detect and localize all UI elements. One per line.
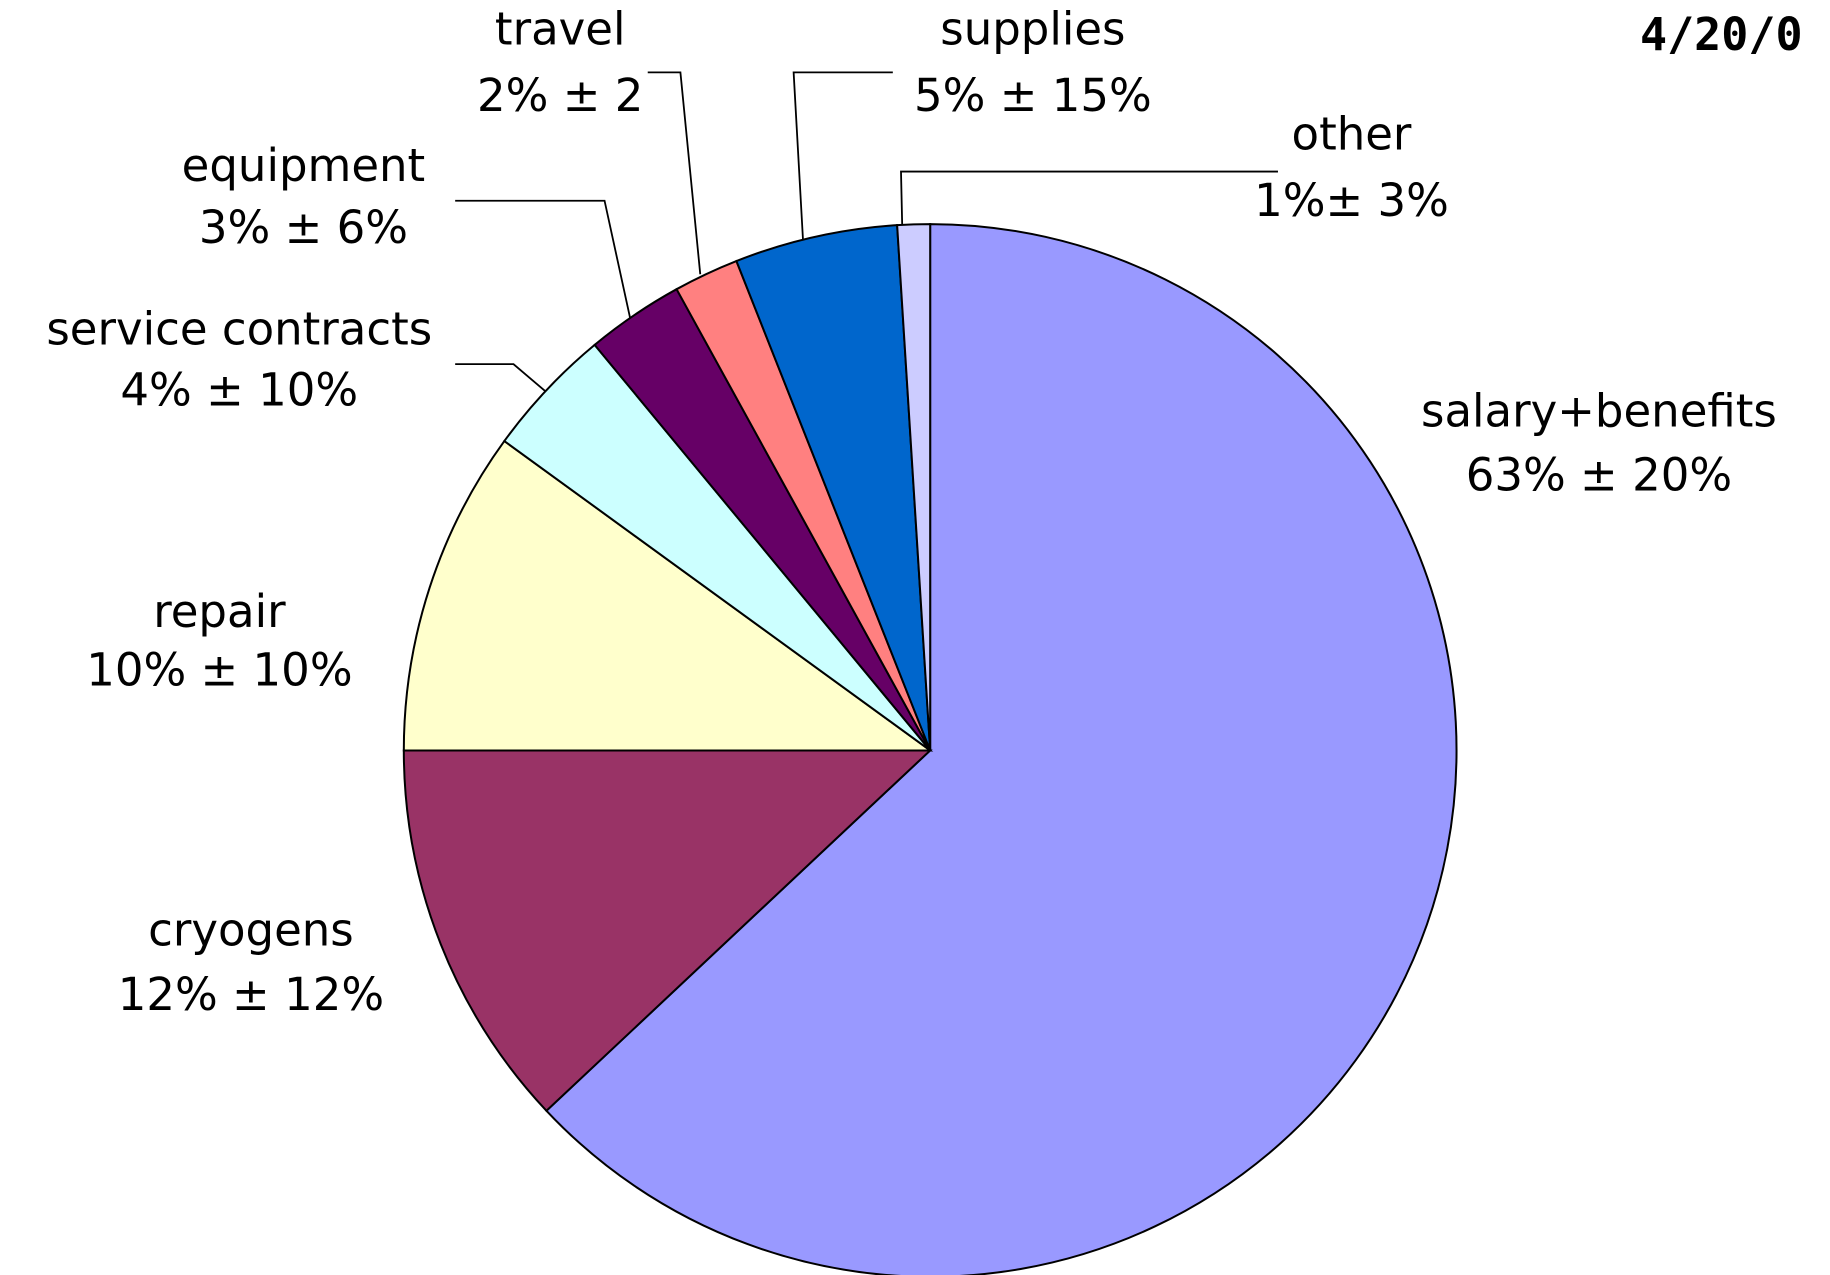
leader-line <box>900 170 1278 225</box>
leader-line <box>792 71 893 240</box>
pie-slice <box>896 223 932 751</box>
slice-label: salary+benefits <box>1421 384 1777 437</box>
leader-line <box>455 199 632 319</box>
slice-value-label: 5% ± 15% <box>914 69 1152 122</box>
pie-slice <box>735 224 932 751</box>
slice-label: supplies <box>940 3 1125 56</box>
slice-label: service contracts <box>46 303 432 356</box>
pie-slice <box>402 439 934 752</box>
slice-value-label: 12% ± 12% <box>118 968 384 1021</box>
slice-value-label: 1%± 3% <box>1254 174 1449 227</box>
slice-value-label: 3% ± 6% <box>199 201 408 254</box>
slice-label: other <box>1292 108 1412 161</box>
chart-title: 4/20/0 <box>1640 8 1803 61</box>
pie-slice <box>545 223 1458 1275</box>
slice-value-label: 63% ± 20% <box>1466 449 1732 502</box>
slice-label: travel <box>495 3 626 56</box>
slice-value-label: 10% ± 10% <box>86 643 352 696</box>
slice-label: cryogens <box>148 904 354 957</box>
pie-slice <box>402 749 933 1113</box>
slice-label: equipment <box>182 139 426 192</box>
leader-line <box>647 71 702 275</box>
slice-value-label: 4% ± 10% <box>120 363 358 416</box>
slice-label: repair <box>153 585 286 638</box>
slice-value-label: 2% ± 2 <box>477 69 643 122</box>
leader-line <box>455 363 546 392</box>
